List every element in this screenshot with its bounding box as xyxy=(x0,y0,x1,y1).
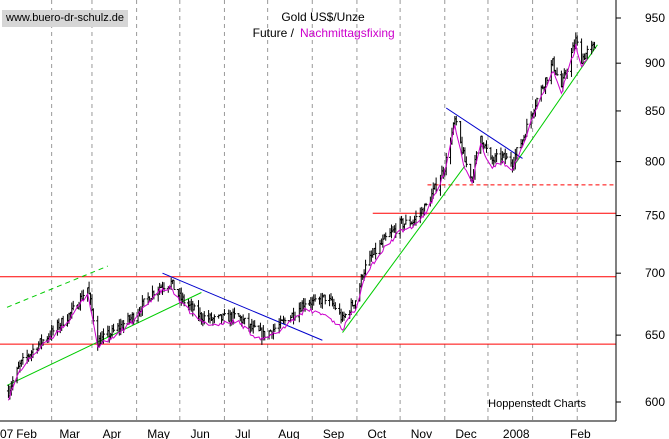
ohlc-bar xyxy=(192,303,196,311)
ohlc-bar xyxy=(313,294,317,302)
ohlc-bar xyxy=(424,202,428,207)
trend-line-blue xyxy=(162,272,323,341)
ohlc-bar xyxy=(593,41,597,49)
ohlc-bar xyxy=(222,309,226,316)
y-tick-label: 950 xyxy=(645,11,665,25)
ohlc-bar xyxy=(343,313,347,318)
ohlc-bar xyxy=(408,216,412,227)
ohlc-bar xyxy=(253,320,257,328)
fixing-line xyxy=(7,44,588,401)
x-tick-label: Feb xyxy=(16,427,37,439)
y-tick-label: 700 xyxy=(645,266,665,280)
future-ohlc-series xyxy=(6,32,597,400)
ohlc-bar xyxy=(374,242,378,260)
ohlc-bar xyxy=(71,300,75,311)
x-tick-label: Aug xyxy=(278,427,299,439)
ohlc-bar xyxy=(21,352,25,365)
x-tick-label: Jun xyxy=(190,427,209,439)
ohlc-bar xyxy=(384,232,388,241)
support-lines xyxy=(0,184,616,345)
ohlc-bar xyxy=(233,307,237,319)
x-tick-label: Sep xyxy=(323,427,345,439)
ohlc-bar xyxy=(333,302,337,311)
ohlc-bar xyxy=(575,35,579,46)
y-tick-label: 850 xyxy=(645,104,665,118)
y-tick-label: 600 xyxy=(645,395,665,409)
series-label-fixing: Nachmittagsfixing xyxy=(300,26,395,40)
y-tick-label: 750 xyxy=(645,209,665,223)
x-tick-label: Mar xyxy=(59,427,80,439)
ohlc-bar xyxy=(404,214,408,225)
ohlc-bar xyxy=(505,153,509,160)
ohlc-bar xyxy=(283,317,287,324)
ohlc-bar xyxy=(555,67,559,76)
ohlc-bar xyxy=(464,156,468,168)
y-tick-label: 800 xyxy=(645,155,665,169)
x-tick-label: Oct xyxy=(368,427,387,439)
credit-label: Hoppenstedt Charts xyxy=(488,398,586,410)
ohlc-bar xyxy=(303,298,307,312)
x-tick-label: Apr xyxy=(103,427,122,439)
ohlc-bar xyxy=(51,325,55,336)
y-tick-label: 900 xyxy=(645,56,665,70)
trend-line-green xyxy=(6,265,108,308)
y-tick-label: 650 xyxy=(645,328,665,342)
trend-lines xyxy=(6,44,598,386)
ohlc-bar xyxy=(202,311,206,325)
ohlc-bar xyxy=(323,294,327,305)
ohlc-bar xyxy=(212,314,216,324)
ohlc-bar xyxy=(454,115,458,126)
trend-line-green xyxy=(6,292,202,386)
x-tick-label: 2008 xyxy=(503,427,530,439)
ohlc-bar xyxy=(172,279,176,290)
ohlc-bar xyxy=(485,140,489,153)
y-tick-labels: 600 650 700 750 800 850 900 950 xyxy=(645,11,665,409)
x-tick-label: Jul xyxy=(235,427,250,439)
trend-line-green xyxy=(342,165,466,333)
ohlc-bar xyxy=(585,45,589,59)
x-tick-label: Dec xyxy=(455,427,476,439)
x-tick-label: 07 xyxy=(0,427,14,439)
ohlc-bar xyxy=(353,300,357,310)
ohlc-bar xyxy=(243,317,247,325)
ohlc-bar xyxy=(273,323,277,333)
x-tick-label: Nov xyxy=(411,427,432,439)
chart-title: Gold US$/Unze xyxy=(281,10,365,24)
ohlc-bar xyxy=(545,77,549,86)
grid-layer xyxy=(51,0,578,421)
ohlc-bar xyxy=(495,148,499,163)
trend-line-green xyxy=(514,44,598,164)
x-tick-labels: 07 Feb Mar Apr May Jun Jul Aug Sep Oct Nov Dec 2008 F… xyxy=(0,427,591,439)
x-tick-label: May xyxy=(147,427,170,439)
ohlc-bar xyxy=(61,315,65,327)
series-label-future: Future / xyxy=(253,26,295,40)
axes xyxy=(0,0,621,422)
ohlc-bar xyxy=(142,298,146,307)
x-tick-label: Feb xyxy=(570,427,591,439)
trend-line-blue xyxy=(445,107,523,159)
ohlc-bar xyxy=(112,323,116,333)
ohlc-bar xyxy=(364,259,368,277)
watermark-label: www.buero-dr-schulz.de xyxy=(2,10,128,27)
ohlc-bar xyxy=(515,147,519,160)
fixing-series xyxy=(7,44,588,401)
